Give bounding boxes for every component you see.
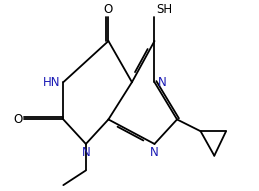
Text: N: N bbox=[150, 146, 159, 159]
Text: SH: SH bbox=[156, 2, 172, 15]
Text: O: O bbox=[13, 113, 22, 126]
Text: HN: HN bbox=[43, 76, 60, 89]
Text: N: N bbox=[157, 76, 166, 89]
Text: O: O bbox=[104, 2, 113, 15]
Text: N: N bbox=[82, 146, 90, 159]
